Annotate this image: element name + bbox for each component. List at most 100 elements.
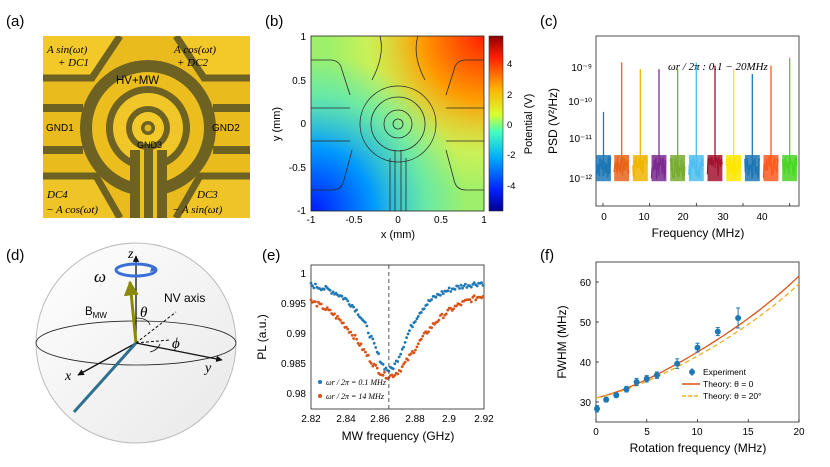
svg-text:0: 0 [395,215,401,226]
odmr-point [441,292,445,296]
svg-text:0.99: 0.99 [287,329,307,340]
odmr-point [346,327,350,331]
odmr-point [344,297,348,301]
svg-text:0.98: 0.98 [287,389,307,400]
odmr-point [406,358,410,362]
odmr-point [314,300,317,304]
svg-text:0: 0 [593,427,599,438]
odmr-point [399,352,403,356]
hv-mw-label: HV+MW [116,75,159,87]
panel-b-label: (b) [265,13,283,30]
odmr-point [419,311,423,314]
fwhm-ylabel: FWHM (MHz) [555,305,569,378]
panel-f: (f) Experiment Theory: θ = 0 Theory: θ =… [540,247,805,455]
svg-text:30: 30 [580,398,592,409]
odmr-point [359,342,363,346]
potential-heatmap [311,36,484,211]
y-label: y [203,361,212,376]
psd-ylabel: PSD (V²/Hz) [546,88,560,154]
experiment-point [653,371,660,379]
odmr-point [374,346,378,349]
odmr-point [371,364,375,368]
svg-text:1: 1 [300,32,306,43]
odmr-point [402,362,405,366]
odmr-point [414,320,417,323]
svg-text:2.84: 2.84 [336,414,356,425]
odmr-point [480,281,483,285]
odmr-point [446,289,450,293]
odmr-point [396,360,400,363]
theta-label: θ [140,305,148,321]
odmr-point [339,318,342,322]
odmr-point [402,345,405,349]
panel-a-label: (a) [6,13,24,30]
odmr-point [393,374,397,377]
odmr-point [393,362,397,366]
odmr-point [381,373,385,377]
odmr-point [356,341,360,345]
experiment-point [714,327,721,337]
nv-axis-label: NV axis [164,291,205,305]
odmr-point [390,373,394,377]
psd-peak-2 [632,69,649,182]
odmr-point [328,288,332,292]
svg-text:− A cos(ωt): − A cos(ωt) [46,204,98,216]
psd-peak-1 [613,62,630,182]
svg-text:0.5: 0.5 [292,76,306,87]
odmr-point [353,333,357,337]
odmr-point [381,362,385,366]
panel-d-label: (d) [6,247,24,264]
theory-curve-1 [595,283,800,399]
odmr-point [349,330,353,334]
svg-text:-2: -2 [507,150,515,161]
odmr-point [440,312,444,316]
svg-text:10: 10 [638,212,650,223]
svg-text:0: 0 [300,119,306,130]
odmr-point [400,365,404,369]
svg-text:DC4: DC4 [46,189,68,201]
odmr-point [352,305,355,309]
odmr-point [481,295,485,298]
odmr-point [444,312,448,316]
experiment-point [623,385,630,393]
svg-text:20: 20 [677,212,689,223]
psd-peak-7 [725,69,742,182]
odmr-ylabel: PL (a.u.) [255,314,269,360]
svg-text:A cos(ωt): A cos(ωt) [173,44,216,56]
odmr-point [319,302,323,306]
colorbar-ticks: 4 2 0 -2 -4 [507,59,515,192]
svg-text:A sin(ωt): A sin(ωt) [46,44,88,56]
svg-text:20: 20 [793,427,805,438]
odmr-point [464,282,467,286]
svg-text:40: 40 [756,212,768,223]
svg-text:4: 4 [507,59,512,70]
svg-text:2: 2 [507,90,512,101]
odmr-point [469,285,473,289]
psd-peak-4 [669,69,686,182]
svg-text:10: 10 [691,427,703,438]
svg-text:-1: -1 [307,215,316,226]
legend-text-theta20: Theory: θ = 20° [703,391,761,401]
odmr-point [441,316,445,320]
odmr-point [475,284,479,288]
svg-text:0: 0 [601,212,607,223]
svg-text:60: 60 [580,278,592,289]
panel-d: (d) z x y ω θ ϕ BMW NV axis [6,242,237,444]
odmr-xlabel: MW frequency (GHz) [342,429,455,443]
x-label: x [64,369,72,384]
svg-text:2.92: 2.92 [474,414,494,425]
odmr-point [419,337,423,341]
svg-text:+ DC2: + DC2 [177,57,208,69]
y-axis [135,342,223,363]
svg-text:50: 50 [580,318,592,329]
legend-marker-14mhz [318,394,322,398]
odmr-point [416,315,420,318]
nv-axis-vector [72,341,138,414]
odmr-point [315,304,319,308]
odmr-point [346,299,350,303]
odmr-point [333,312,336,316]
psd-peak-9 [762,65,779,182]
svg-text:-0.5: -0.5 [289,163,307,174]
svg-text:0.995: 0.995 [281,299,306,310]
fwhm-x-ticks: 0 5 10 15 20 [593,427,805,438]
